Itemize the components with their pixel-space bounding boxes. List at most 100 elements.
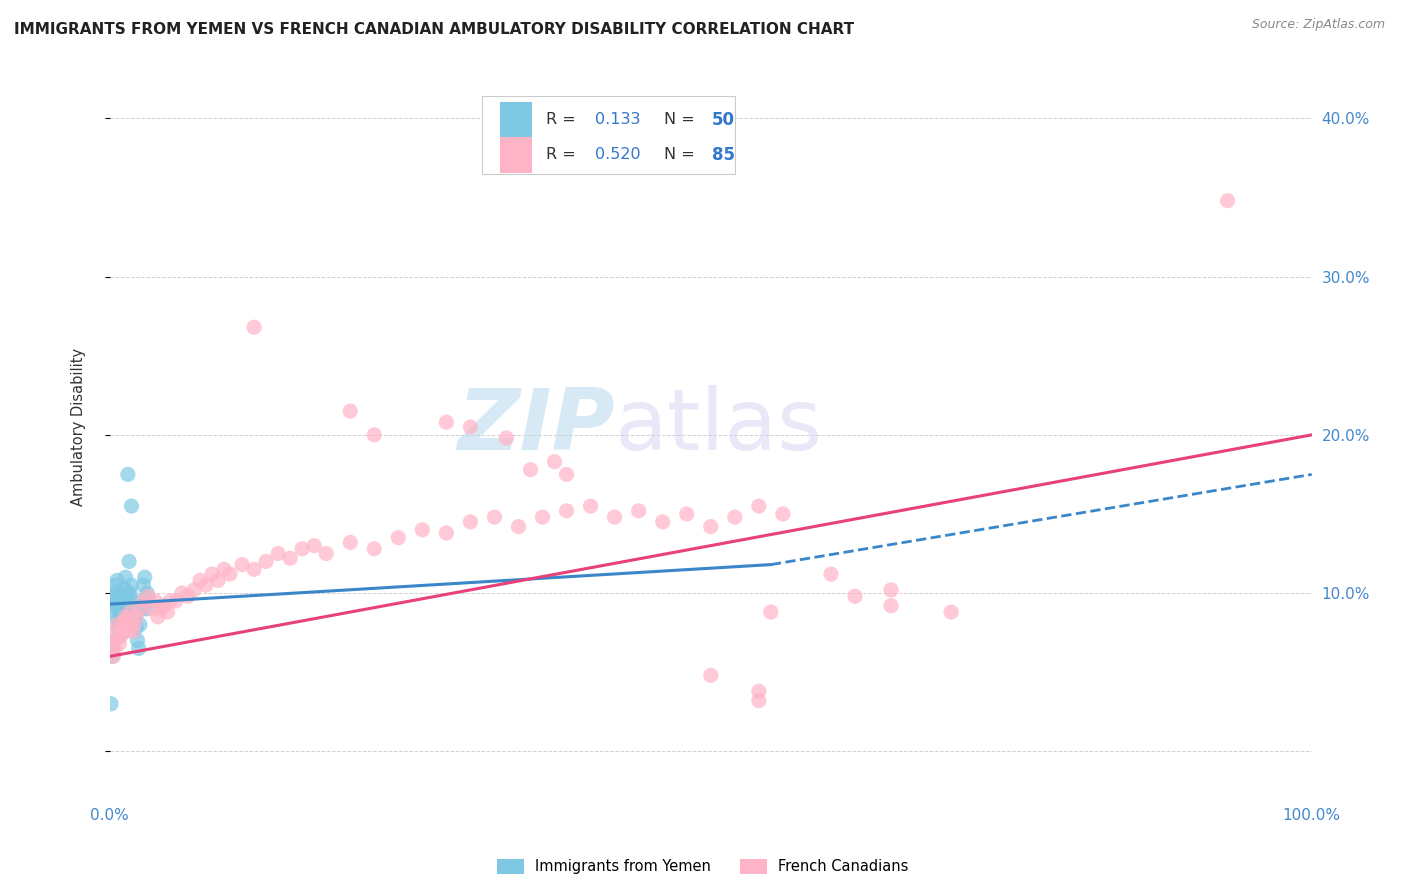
Text: N =: N =	[664, 112, 695, 127]
Point	[508, 519, 530, 533]
Point	[121, 594, 143, 608]
Point	[134, 570, 156, 584]
Point	[104, 594, 127, 608]
Point	[183, 582, 205, 597]
Point	[363, 541, 385, 556]
Point	[434, 415, 457, 429]
Point	[267, 547, 290, 561]
Point	[315, 547, 337, 561]
Point	[748, 499, 770, 513]
Point	[675, 507, 697, 521]
Point	[387, 531, 409, 545]
Point	[108, 586, 131, 600]
Point	[495, 431, 517, 445]
Point	[103, 649, 125, 664]
Text: atlas: atlas	[614, 385, 823, 468]
Point	[844, 589, 866, 603]
Point	[110, 607, 132, 621]
Point	[170, 586, 193, 600]
Point	[302, 539, 325, 553]
Point	[460, 515, 482, 529]
Point	[555, 504, 578, 518]
Point	[110, 629, 132, 643]
Point	[122, 602, 145, 616]
Point	[120, 605, 142, 619]
Point	[141, 602, 163, 616]
Point	[543, 455, 565, 469]
Text: IMMIGRANTS FROM YEMEN VS FRENCH CANADIAN AMBULATORY DISABILITY CORRELATION CHART: IMMIGRANTS FROM YEMEN VS FRENCH CANADIAN…	[14, 22, 855, 37]
Point	[363, 428, 385, 442]
Text: ZIP: ZIP	[457, 385, 614, 468]
Point	[105, 613, 128, 627]
Point	[103, 594, 125, 608]
Point	[434, 525, 457, 540]
Point	[724, 510, 747, 524]
Point	[107, 621, 129, 635]
Point	[114, 570, 136, 584]
Point	[278, 551, 301, 566]
Y-axis label: Ambulatory Disability: Ambulatory Disability	[72, 348, 86, 506]
FancyBboxPatch shape	[501, 102, 531, 137]
Point	[125, 609, 148, 624]
Legend: Immigrants from Yemen, French Canadians: Immigrants from Yemen, French Canadians	[492, 853, 914, 880]
Point	[101, 649, 124, 664]
Point	[127, 633, 149, 648]
Point	[103, 633, 125, 648]
Point	[700, 519, 723, 533]
Point	[254, 554, 277, 568]
Point	[128, 641, 150, 656]
Point	[531, 510, 554, 524]
Point	[231, 558, 253, 572]
Text: 0.520: 0.520	[595, 147, 641, 162]
Point	[555, 467, 578, 482]
Point	[121, 624, 143, 638]
Point	[112, 602, 135, 616]
Point	[101, 589, 124, 603]
Point	[159, 594, 181, 608]
Point	[107, 602, 129, 616]
Point	[700, 668, 723, 682]
Point	[104, 599, 127, 613]
Point	[101, 645, 124, 659]
Point	[112, 589, 135, 603]
Text: Source: ZipAtlas.com: Source: ZipAtlas.com	[1251, 18, 1385, 31]
Point	[118, 624, 141, 638]
Point	[112, 625, 135, 640]
Point	[114, 609, 136, 624]
Point	[108, 637, 131, 651]
Point	[243, 320, 266, 334]
Point	[118, 554, 141, 568]
Point	[153, 599, 176, 613]
Point	[165, 594, 187, 608]
Point	[880, 599, 903, 613]
Point	[201, 567, 224, 582]
Point	[759, 605, 782, 619]
Point	[651, 515, 673, 529]
Point	[177, 589, 200, 603]
Point	[748, 693, 770, 707]
Point	[103, 586, 125, 600]
Point	[100, 637, 122, 651]
Point	[121, 615, 143, 629]
Point	[104, 641, 127, 656]
Text: R =: R =	[546, 112, 581, 127]
Point	[291, 541, 314, 556]
Point	[136, 594, 159, 608]
Point	[111, 621, 134, 635]
Point	[112, 615, 135, 629]
Point	[112, 623, 135, 637]
Point	[156, 605, 179, 619]
Point	[100, 697, 122, 711]
Point	[114, 600, 136, 615]
Point	[149, 602, 172, 616]
Point	[880, 582, 903, 597]
Point	[121, 499, 143, 513]
Point	[100, 641, 122, 656]
Point	[820, 567, 842, 582]
Point	[243, 562, 266, 576]
Point	[411, 523, 433, 537]
Point	[124, 609, 146, 624]
Point	[519, 463, 541, 477]
Point	[117, 613, 139, 627]
Point	[129, 617, 152, 632]
